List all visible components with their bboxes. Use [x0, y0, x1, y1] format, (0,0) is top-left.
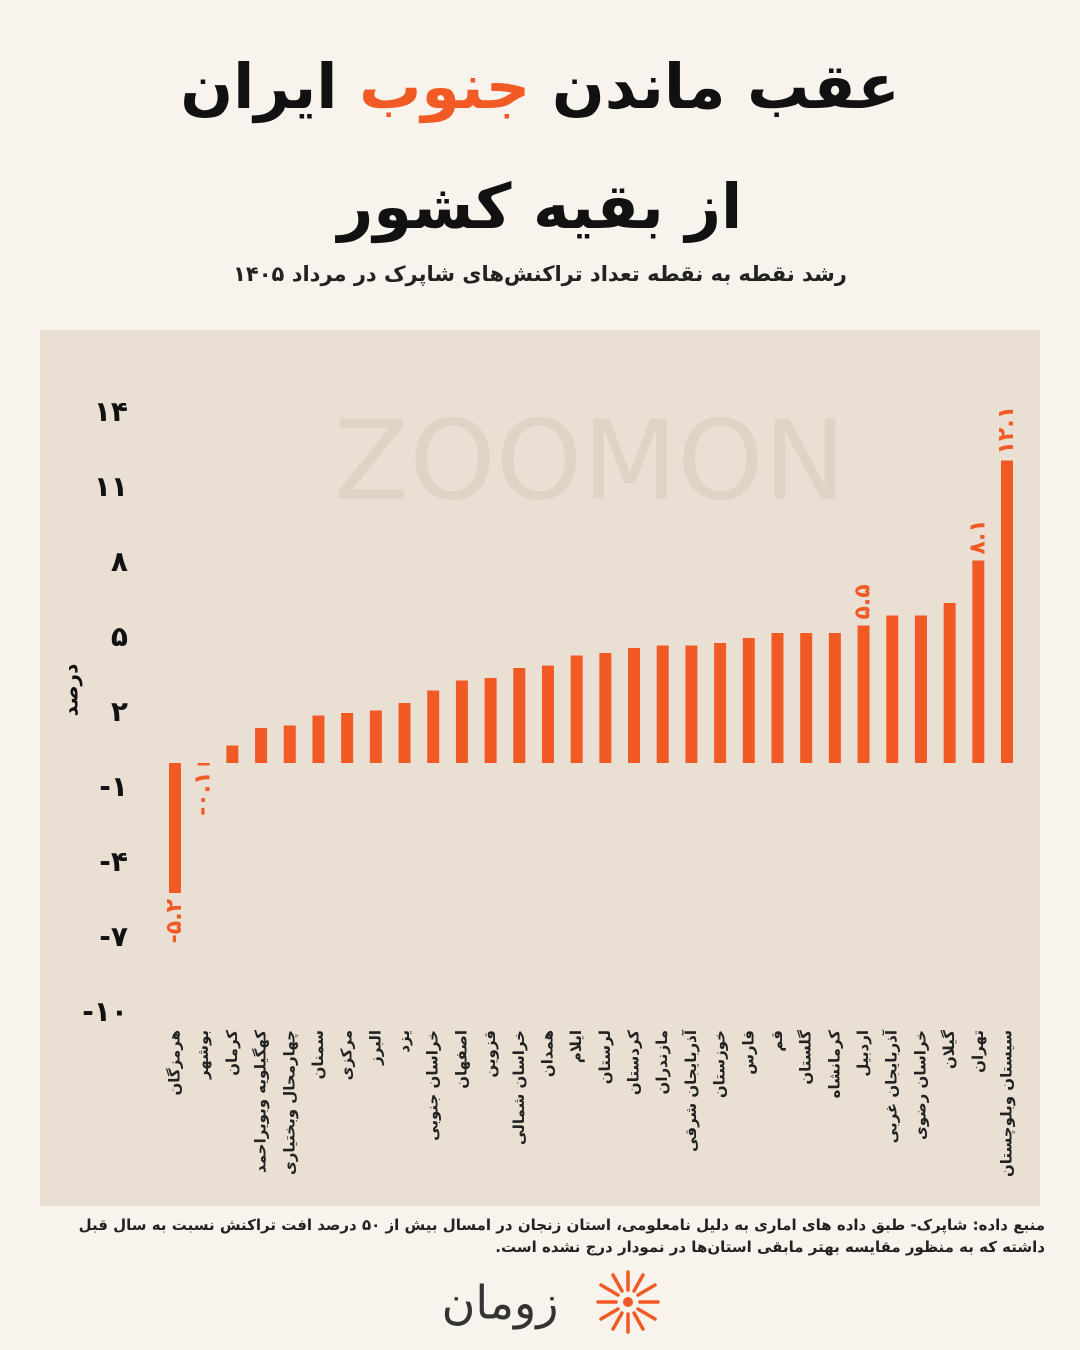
x-tick-label: کرمان — [223, 1030, 241, 1076]
x-tick-label: همدان — [538, 1030, 556, 1077]
title-line-1: عقب ماندن جنوب ایران — [0, 50, 1080, 123]
x-tick-label: گیلان — [940, 1030, 958, 1069]
source-note: منبع داده: شاپرک- طبق داده های اماری به … — [78, 1216, 1045, 1256]
x-tick-label: لرستان — [596, 1030, 614, 1084]
bar — [341, 713, 354, 763]
subtitle: رشد نقطه به نقطه تعداد تراکنش‌های شاپرک … — [233, 262, 847, 286]
value-label: ۱۲.۱ — [994, 406, 1019, 455]
value-label: ۵.۵ — [851, 584, 876, 619]
y-tick-label: ۱۱ — [94, 470, 128, 503]
bar — [513, 668, 526, 763]
y-tick-label: ۸ — [111, 545, 128, 578]
y-tick-label: -۷ — [99, 920, 128, 953]
bar — [455, 680, 468, 763]
bar — [226, 745, 239, 763]
bar — [828, 633, 841, 763]
bar — [714, 643, 727, 763]
bar — [685, 645, 698, 763]
bar — [283, 725, 296, 763]
bar — [914, 615, 927, 763]
x-tick-label: مرکزی — [338, 1030, 356, 1080]
x-tick-label: گلستان — [797, 1030, 815, 1085]
bar — [312, 715, 325, 763]
x-tick-label: اصفهان — [452, 1030, 470, 1089]
x-tick-label: قم — [768, 1030, 786, 1052]
x-tick-label: فارس — [739, 1030, 757, 1075]
x-tick-label: خراسان رضوی — [911, 1030, 929, 1140]
x-tick-label: چهارمحال وبختیاری — [280, 1030, 299, 1175]
x-tick-label: سمنان — [309, 1030, 327, 1079]
logo: زومان — [442, 1270, 660, 1334]
x-tick-label: کهگیلویه وبویراحمد — [252, 1030, 270, 1173]
title-text: ایران — [180, 50, 338, 123]
bar — [800, 633, 813, 763]
bar — [742, 638, 755, 763]
bar — [484, 678, 497, 763]
bar — [628, 648, 641, 763]
bar — [943, 603, 956, 763]
x-tick-label: قزوین — [481, 1030, 499, 1078]
title-text: عقب ماندن — [551, 50, 900, 123]
x-tick-label: البرز — [366, 1030, 384, 1066]
bar — [857, 625, 870, 763]
x-tick-label: مازندران — [653, 1030, 671, 1094]
y-tick-label: ۵ — [111, 620, 128, 653]
x-tick-label: یزد — [395, 1030, 413, 1053]
bar — [169, 763, 181, 893]
value-label: ۸.۱ — [965, 519, 990, 554]
x-tick-label: تهران — [969, 1030, 987, 1073]
bar — [599, 653, 612, 763]
x-tick-label: سیستان وبلوچستان — [998, 1030, 1017, 1177]
y-tick-label: -۴ — [99, 845, 128, 878]
plot-panel — [40, 330, 1040, 1206]
x-tick-label: هرمزگان — [166, 1030, 184, 1096]
bar — [197, 763, 210, 766]
bar — [398, 703, 411, 763]
bar — [972, 560, 985, 763]
x-tick-label: اردبیل — [854, 1030, 872, 1077]
x-tick-label: ایلام — [567, 1030, 585, 1063]
bar — [255, 728, 268, 763]
y-tick-label: ۲ — [111, 695, 128, 728]
bar — [1001, 460, 1013, 763]
bar — [369, 710, 382, 763]
bar — [656, 645, 669, 763]
x-tick-label: آذربایجان شرقی — [682, 1029, 700, 1152]
bar — [771, 633, 784, 763]
brand-name: زومان — [442, 1276, 559, 1331]
bar — [427, 690, 440, 763]
bar — [570, 655, 583, 763]
y-tick-label: ۱۴ — [94, 395, 128, 428]
x-tick-label: آذربایجان غربی — [883, 1029, 901, 1143]
x-tick-label: بوشهر — [194, 1030, 212, 1080]
x-tick-label: خوزستان — [711, 1030, 729, 1098]
title-line-2: از بقیه کشور — [337, 170, 743, 243]
title-highlight: جنوب — [359, 50, 531, 123]
y-tick-label: -۱ — [99, 770, 128, 803]
chart: ZOOMON درصد ۱۴ ۱۱ ۸ ۵ ۲ -۱ -۴ -۷ -۱۰ هرمزگان -۵.۲ ب… — [40, 330, 1040, 1206]
watermark: ZOOMON — [334, 396, 846, 524]
value-label: -۵.۲ — [162, 898, 187, 943]
bar — [886, 615, 899, 763]
x-tick-label: خراسان جنوبی — [424, 1030, 442, 1141]
x-tick-label: کرمانشاه — [825, 1030, 843, 1099]
x-tick-label: کردستان — [625, 1030, 643, 1095]
value-label: -۰.۱ — [191, 772, 216, 816]
logo-icon — [596, 1270, 660, 1334]
y-tick-label: -۱۰ — [82, 995, 128, 1028]
bar — [541, 665, 554, 763]
x-tick-label: خراسان شمالی — [510, 1030, 528, 1145]
y-axis-label: درصد — [59, 664, 83, 717]
